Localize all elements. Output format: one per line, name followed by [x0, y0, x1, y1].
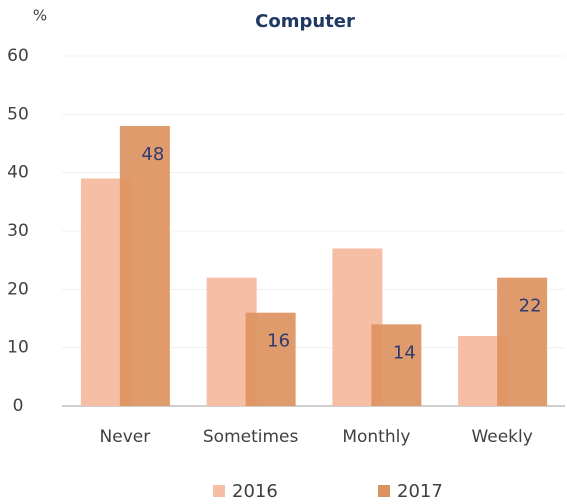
legend-swatch: [378, 485, 390, 497]
data-label: 16: [267, 331, 290, 352]
data-label: 48: [141, 144, 164, 165]
y-tick-label: 10: [7, 338, 29, 358]
bar: [497, 277, 548, 406]
x-tick-label: Weekly: [471, 427, 532, 447]
bar: [371, 324, 422, 406]
y-axis-label: %: [33, 7, 47, 25]
y-tick-label: 30: [7, 221, 29, 241]
y-tick-label: 50: [7, 104, 29, 124]
legend-label: 2016: [232, 481, 278, 502]
bar: [245, 312, 296, 406]
bar: [119, 126, 170, 406]
x-tick-label: Monthly: [342, 427, 410, 447]
x-tick-label: Never: [100, 427, 151, 447]
y-tick-label: 60: [7, 46, 29, 66]
y-tick-label: 0: [13, 396, 24, 416]
data-label: 22: [519, 296, 542, 317]
data-label: 14: [393, 342, 416, 363]
legend-label: 2017: [397, 481, 443, 502]
legend-swatch: [213, 485, 225, 497]
chart-title: Computer: [255, 11, 355, 32]
y-tick-label: 40: [7, 163, 29, 183]
x-tick-label: Sometimes: [203, 427, 299, 447]
y-tick-label: 20: [7, 279, 29, 299]
